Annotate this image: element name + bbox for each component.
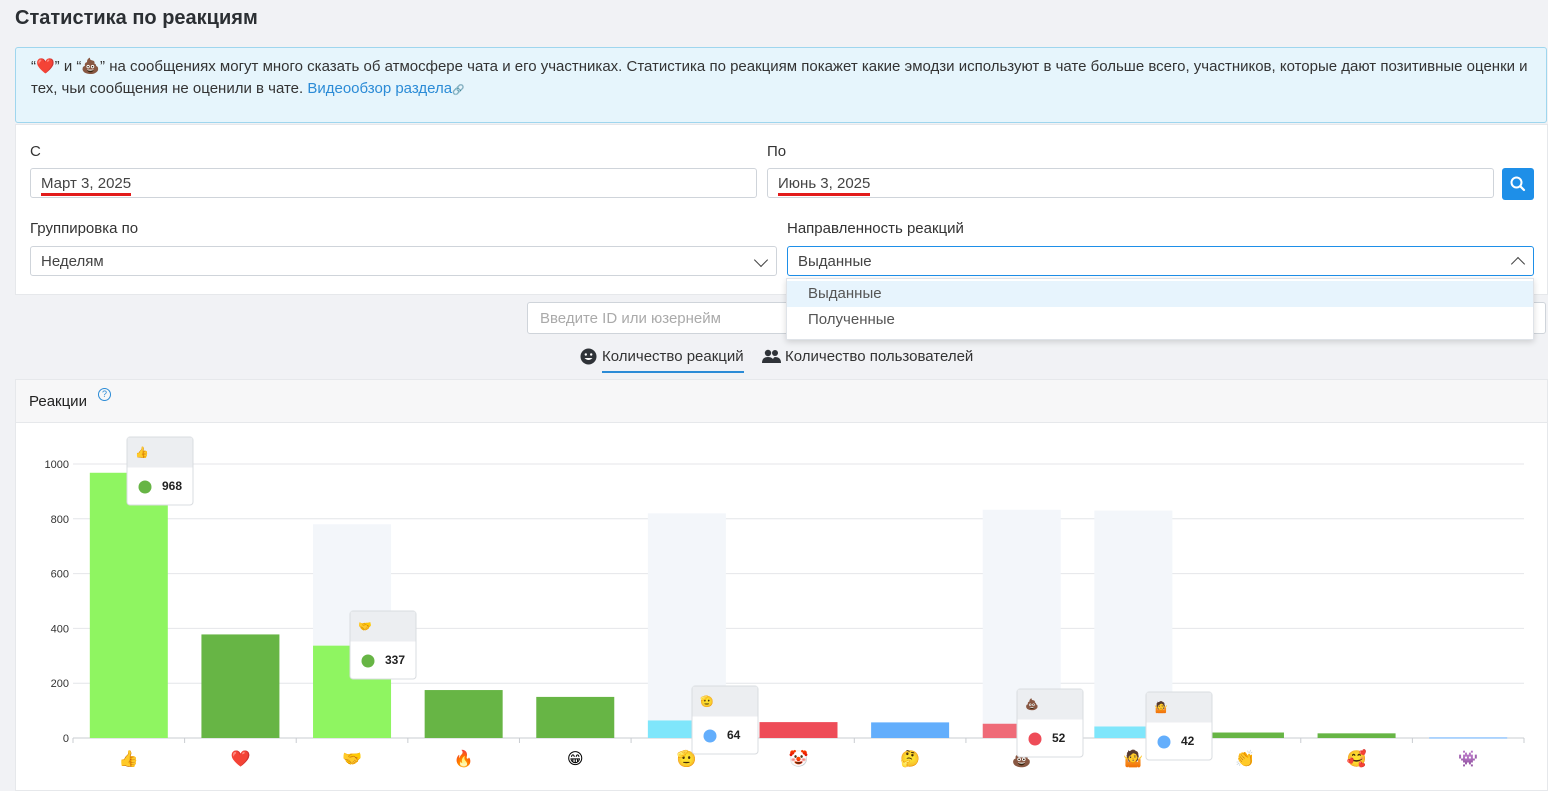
bar-tooltip: 🫡 64 (691, 685, 759, 755)
tooltip-header (127, 437, 193, 468)
users-icon (762, 349, 781, 363)
tooltip-value: 42 (1181, 734, 1195, 748)
bar-tooltip: 💩 52 (1016, 688, 1084, 758)
filters-panel: С Март 3, 2025 По Июнь 3, 2025 Группиров… (15, 124, 1548, 295)
tooltip-value: 337 (385, 653, 405, 667)
tooltip-emoji: 🫡 (700, 695, 714, 708)
tooltip-emoji: 🤷 (1154, 700, 1168, 714)
x-tick-label: 🔥 (454, 749, 474, 768)
page-title: Статистика по реакциям (15, 7, 258, 29)
y-tick-label: 800 (51, 514, 69, 526)
bar-11[interactable] (1317, 733, 1396, 738)
group-select[interactable]: Неделям (30, 246, 777, 276)
bar-10[interactable] (1205, 732, 1284, 738)
x-tick-label: 🤔 (900, 750, 920, 768)
tooltip-header (1146, 692, 1212, 723)
info-text: “❤️” и “💩” на сообщениях могут много ска… (31, 58, 1528, 97)
x-tick-label: 🤷 (1123, 749, 1143, 768)
x-tick-label: 👍 (119, 749, 139, 768)
direction-select[interactable]: Выданные (787, 246, 1534, 276)
x-tick-label: 😁 (567, 751, 584, 768)
info-banner: “❤️” и “💩” на сообщениях могут много ска… (15, 47, 1547, 123)
card-header: Реакции ? (16, 380, 1547, 423)
direction-dropdown: Выданные Полученные (786, 278, 1534, 340)
from-label: С (30, 143, 41, 160)
bar-0[interactable] (89, 472, 168, 738)
bar-3[interactable] (424, 690, 503, 738)
bar-12[interactable] (1429, 737, 1508, 739)
help-icon[interactable]: ? (98, 388, 111, 401)
x-tick-label: 🥰 (1347, 749, 1367, 768)
group-value: Неделям (41, 253, 104, 270)
y-tick-label: 400 (51, 623, 69, 635)
tooltip-value: 64 (727, 728, 741, 742)
tooltip-header (1017, 689, 1083, 720)
tooltip-dot (1028, 732, 1042, 746)
bar-7[interactable] (871, 722, 950, 738)
from-date-value: Март 3, 2025 (41, 175, 132, 196)
y-tick-label: 600 (51, 569, 69, 581)
smile-icon (580, 348, 597, 365)
card-title: Реакции (29, 393, 87, 410)
chevron-up-icon (1510, 256, 1526, 272)
bar-6[interactable] (759, 722, 838, 738)
bar-tooltip: 👍 968 (126, 436, 194, 506)
direction-option-given[interactable]: Выданные (787, 281, 1533, 307)
tooltip-dot (361, 654, 375, 668)
search-button[interactable] (1502, 168, 1534, 200)
tooltip-header (350, 611, 416, 642)
tooltip-emoji: 💩 (1025, 698, 1039, 711)
chevron-down-icon (753, 252, 769, 268)
tooltip-dot (703, 729, 717, 743)
y-tick-label: 200 (51, 678, 69, 690)
video-review-link[interactable]: Видеообзор раздела (307, 80, 453, 97)
bar-1[interactable] (201, 634, 280, 738)
tooltip-header (692, 686, 758, 717)
reactions-chart: 0 200 400 600 800 1000 👍 ❤️ 🤝 🔥 😁 🫡 🤡 🤔 💩 🤷 👏 🥰 👾 👍 968 🤝 337 🫡… (45, 436, 1525, 768)
x-tick-label: 🤝 (342, 751, 362, 768)
bar-9[interactable] (1094, 726, 1173, 738)
to-label: По (767, 143, 787, 160)
to-date-input[interactable]: Июнь 3, 2025 (767, 168, 1494, 198)
x-tick-label: 🫡 (677, 749, 697, 768)
tooltip-value: 52 (1052, 731, 1066, 745)
y-tick-label: 1000 (45, 459, 69, 471)
tab-user-count[interactable]: Количество пользователей (785, 348, 974, 365)
x-tick-label: 👾 (1458, 750, 1478, 768)
x-tick-label: ❤️ (230, 750, 250, 768)
tooltip-dot (138, 480, 152, 494)
x-tick-label: 👏 (1235, 749, 1255, 768)
user-search-placeholder: Введите ID или юзернейм (540, 310, 721, 327)
reactions-card: Реакции ? 0 200 400 600 800 1000 👍 ❤️ 🤝 🔥 😁 🫡 🤡 🤔 💩 🤷 👏 🥰… (15, 379, 1548, 791)
bar-4[interactable] (536, 696, 615, 738)
direction-value: Выданные (798, 253, 872, 270)
tooltip-emoji: 🤝 (358, 621, 372, 633)
tooltip-dot (1157, 735, 1171, 749)
tooltip-value: 968 (162, 479, 182, 493)
to-date-value: Июнь 3, 2025 (778, 175, 871, 196)
tab-reaction-count[interactable]: Количество реакций (602, 347, 744, 373)
external-link-icon: 🔗 (452, 85, 465, 96)
tooltip-emoji: 👍 (135, 446, 149, 459)
direction-label: Направленность реакций (787, 220, 964, 237)
bar-tooltip: 🤝 337 (349, 610, 417, 680)
group-label: Группировка по (30, 220, 139, 237)
bar-tooltip: 🤷 42 (1145, 691, 1213, 761)
search-icon (1510, 176, 1526, 192)
from-date-input[interactable]: Март 3, 2025 (30, 168, 757, 198)
direction-option-received[interactable]: Полученные (808, 311, 895, 328)
y-tick-label: 0 (63, 733, 69, 745)
x-tick-label: 🤡 (789, 749, 809, 768)
